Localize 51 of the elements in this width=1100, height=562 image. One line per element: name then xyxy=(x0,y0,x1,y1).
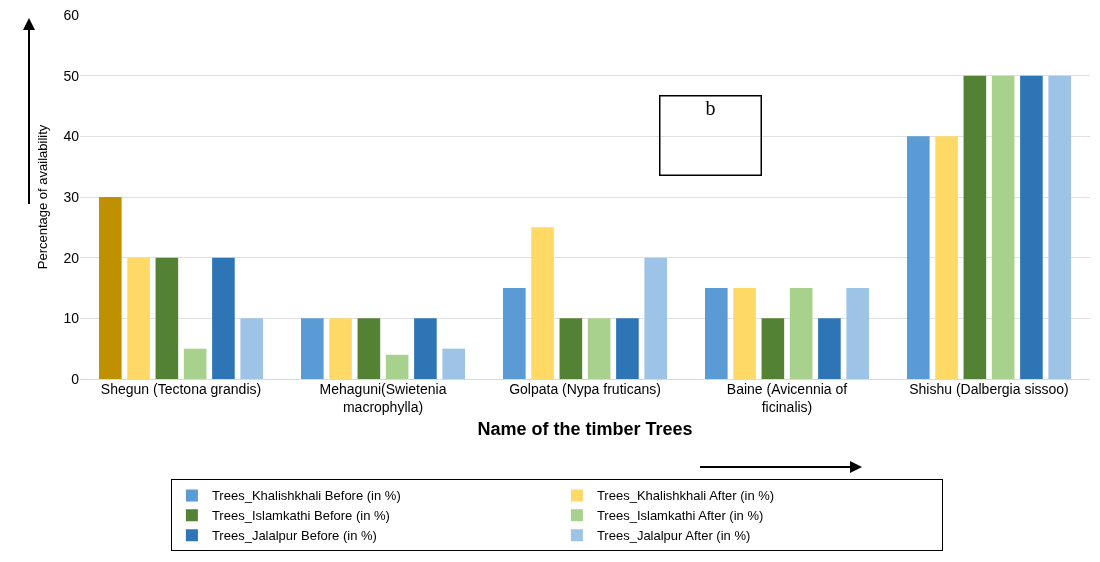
bar xyxy=(733,288,756,379)
bar xyxy=(300,318,324,379)
bar xyxy=(587,318,611,379)
legend-label: Trees_Khalishkhali Before (in %) xyxy=(211,488,401,504)
annotation: b xyxy=(705,96,716,119)
bar xyxy=(963,75,987,379)
bar xyxy=(240,318,264,379)
y-tick-label: 0 xyxy=(71,370,80,387)
bar xyxy=(846,288,870,379)
legend-label: Trees_Islamkathi After (in %) xyxy=(596,508,764,524)
y-tick-label: 60 xyxy=(63,6,80,23)
bar xyxy=(1020,75,1043,379)
bar xyxy=(761,318,785,379)
y-axis-title: Percentage of availability xyxy=(35,124,51,270)
y-tick-label: 50 xyxy=(63,67,80,84)
bar xyxy=(329,318,352,379)
bar xyxy=(212,257,235,379)
legend-label: Trees_Jalalpur Before (in %) xyxy=(211,528,377,544)
bar xyxy=(704,288,728,379)
bar xyxy=(357,318,381,379)
bar xyxy=(991,75,1015,379)
x-tick-label: Mehaguni(Swietenia macrophylla) xyxy=(319,381,447,416)
y-tick-label: 40 xyxy=(63,128,80,145)
bar xyxy=(818,318,841,379)
bar xyxy=(155,257,179,379)
x-tick-label: Shegun (Tectona grandis) xyxy=(100,381,262,397)
y-tick-label: 30 xyxy=(63,188,80,205)
bar xyxy=(935,136,958,379)
bar xyxy=(1048,75,1072,379)
legend-label: Trees_Khalishkhali After (in %) xyxy=(596,488,775,504)
bar xyxy=(644,257,668,379)
bar xyxy=(98,197,122,379)
bar xyxy=(442,348,466,379)
bar xyxy=(127,257,150,379)
bar xyxy=(502,288,526,379)
bar xyxy=(906,136,930,379)
y-tick-label: 20 xyxy=(63,249,80,266)
x-tick-label: Baine (Avicennia of ficinalis) xyxy=(726,381,848,416)
x-axis-title: Name of the timber Trees xyxy=(477,419,693,440)
legend-label: Trees_Islamkathi Before (in %) xyxy=(211,508,390,524)
bar xyxy=(414,318,437,379)
bar xyxy=(616,318,639,379)
bar xyxy=(183,348,207,379)
x-tick-label: Golpata (Nypa fruticans) xyxy=(509,381,661,397)
bar xyxy=(531,227,554,379)
x-tick-label: Shishu (Dalbergia sissoo) xyxy=(909,381,1069,397)
bar xyxy=(385,354,409,379)
bar xyxy=(559,318,583,379)
y-tick-label: 10 xyxy=(63,310,80,327)
bar xyxy=(789,288,813,379)
legend-label: Trees_Jalalpur After (in %) xyxy=(596,528,751,544)
